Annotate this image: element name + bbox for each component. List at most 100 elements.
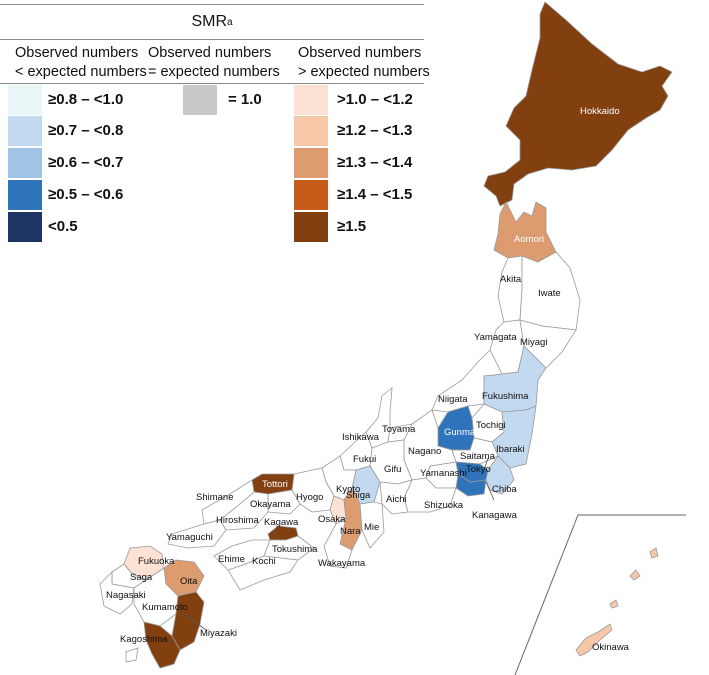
label-shimane: Shimane: [196, 492, 234, 503]
legend-swatch-higher-3: [294, 180, 328, 210]
legend-label-higher-1: ≥1.2 – <1.3: [337, 122, 413, 139]
legend-swatch-lower-0: [8, 85, 42, 115]
legend-title-text: SMR: [191, 13, 227, 30]
label-ehime: Ehime: [218, 554, 245, 565]
label-shizuoka: Shizuoka: [424, 500, 464, 511]
label-kochi: Kochi: [252, 556, 276, 567]
legend-title: SMR a: [0, 4, 424, 40]
legend-swatch-higher-2: [294, 148, 328, 178]
label-ibaraki: Ibaraki: [496, 444, 525, 455]
label-saitama: Saitama: [460, 451, 496, 462]
label-yamagata: Yamagata: [474, 332, 517, 343]
label-yamanashi: Yamanashi: [420, 468, 467, 479]
label-miyazaki: Miyazaki: [200, 628, 237, 639]
prefecture-akita: [497, 255, 523, 323]
label-miyagi: Miyagi: [520, 337, 547, 348]
prefecture-chiba: [485, 455, 515, 495]
legend-label-lower-4: <0.5: [48, 218, 78, 235]
label-kanagawa: Kanagawa: [472, 510, 518, 521]
legend-column-higher-line1: Observed numbers: [298, 45, 422, 61]
prefecture-kochi: [227, 555, 299, 591]
okinawa-island-2: [629, 569, 641, 581]
legend-column-lower-heading: Observed numbers < expected numbers: [15, 44, 147, 82]
prefecture-hiroshima: [219, 491, 269, 531]
legend-swatch-lower-1: [8, 116, 42, 146]
legend-label-lower-1: ≥0.7 – <0.8: [48, 122, 124, 139]
label-mie: Mie: [364, 522, 379, 533]
prefecture-kagoshima-islands: [125, 647, 139, 663]
legend-column-equal-line1: Observed numbers: [148, 45, 272, 61]
label-tottori: Tottori: [262, 479, 288, 490]
label-toyama: Toyama: [382, 424, 416, 435]
label-ishikawa: Ishikawa: [342, 432, 380, 443]
label-kagawa: Kagawa: [264, 517, 299, 528]
legend-label-higher-2: ≥1.3 – <1.4: [337, 154, 413, 171]
legend-swatch-equal: [183, 85, 217, 115]
label-kagoshima: Kagoshima: [120, 634, 168, 645]
label-hyogo: Hyogo: [296, 492, 323, 503]
label-shiga: Shiga: [346, 490, 371, 501]
legend-swatch-lower-3: [8, 180, 42, 210]
label-tochigi: Tochigi: [476, 420, 506, 431]
okinawa-island-1: [609, 599, 619, 609]
prefecture-okinawa: [575, 623, 613, 657]
label-chiba: Chiba: [492, 484, 518, 495]
label-osaka: Osaka: [318, 514, 346, 525]
legend-label-lower-2: ≥0.6 – <0.7: [48, 154, 124, 171]
legend-swatch-lower-4: [8, 212, 42, 242]
prefecture-yamaguchi: [167, 519, 227, 549]
legend-column-equal-heading: Observed numbers = expected numbers: [148, 44, 280, 82]
legend: SMR a Observed numbers < expected numbers…: [0, 0, 430, 250]
legend-title-superscript: a: [227, 16, 233, 28]
legend-column-higher-line2: > expected numbers: [298, 64, 430, 80]
label-kumamoto: Kumamoto: [142, 602, 188, 613]
legend-label-higher-0: >1.0 – <1.2: [337, 91, 413, 108]
label-hokkaido: Hokkaido: [580, 106, 620, 117]
label-aomori: Aomori: [514, 234, 544, 245]
okinawa-inset-frame: [514, 514, 686, 675]
label-kyoto: Kyoto: [336, 484, 360, 495]
legend-swatch-higher-0: [294, 85, 328, 115]
label-nagasaki: Nagasaki: [106, 590, 146, 601]
legend-label-lower-0: ≥0.8 – <1.0: [48, 91, 124, 108]
label-fukuoka: Fukuoka: [138, 556, 175, 567]
label-yamaguchi: Yamaguchi: [166, 532, 213, 543]
legend-column-lower-line1: Observed numbers: [15, 45, 139, 61]
label-akita: Akita: [500, 274, 522, 285]
okinawa-island-3: [649, 547, 659, 559]
label-okinawa: Okinawa: [592, 642, 630, 653]
label-niigata: Niigata: [438, 394, 468, 405]
legend-label-higher-3: ≥1.4 – <1.5: [337, 186, 413, 203]
label-oita: Oita: [180, 576, 198, 587]
legend-column-lower-line2: < expected numbers: [15, 64, 147, 80]
label-fukushima: Fukushima: [482, 391, 529, 402]
leader-kagawa: [271, 529, 277, 541]
prefecture-ibaraki: [491, 405, 537, 469]
legend-swatch-higher-4: [294, 212, 328, 242]
prefecture-aomori: [493, 201, 557, 263]
prefecture-hokkaido: [483, 1, 673, 207]
label-aichi: Aichi: [386, 494, 407, 505]
prefecture-aichi: [379, 479, 413, 515]
legend-column-equal-line2: = expected numbers: [148, 64, 280, 80]
legend-swatch-lower-2: [8, 148, 42, 178]
prefecture-kagoshima: [143, 621, 181, 669]
legend-divider: [0, 83, 424, 84]
label-tokyo: Tokyo: [466, 464, 491, 475]
legend-column-higher-heading: Observed numbers > expected numbers: [298, 44, 430, 82]
prefecture-iwate: [519, 251, 581, 331]
legend-label-higher-4: ≥1.5: [337, 218, 367, 235]
leader-kanagawa: [485, 481, 495, 501]
label-gifu: Gifu: [384, 464, 401, 475]
label-gunma: Gunma: [444, 427, 476, 438]
label-iwate: Iwate: [538, 288, 561, 299]
label-nara: Nara: [340, 526, 361, 537]
label-wakayama: Wakayama: [318, 558, 366, 569]
label-saga: Saga: [130, 572, 153, 583]
leader-miyazaki: [183, 613, 207, 631]
prefecture-mie: [359, 501, 385, 549]
prefecture-nagasaki: [99, 571, 135, 615]
leader-tokyo: [483, 457, 489, 471]
label-tokushima: Tokushima: [272, 544, 318, 555]
prefecture-wakayama: [323, 517, 353, 569]
